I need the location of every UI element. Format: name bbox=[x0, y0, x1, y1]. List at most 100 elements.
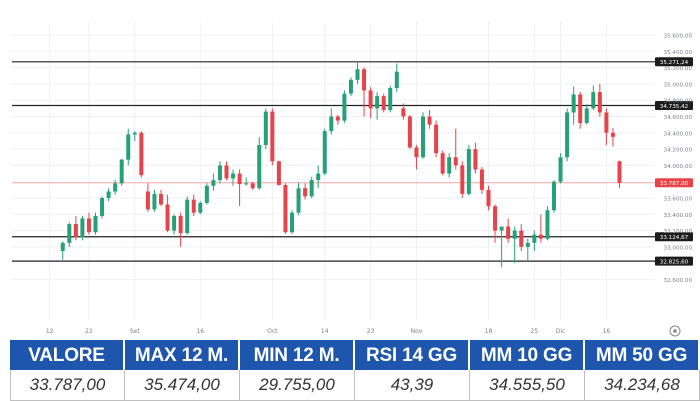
y-tick-label: 35.400,00 bbox=[664, 50, 693, 56]
candle-body bbox=[303, 188, 308, 197]
candle-body bbox=[322, 131, 327, 174]
candle-body bbox=[60, 242, 65, 251]
candle-body bbox=[211, 180, 216, 186]
candle-body bbox=[263, 111, 268, 146]
candle-body bbox=[414, 147, 419, 158]
level-price-label: 34.735,42 bbox=[660, 104, 688, 110]
candle-body bbox=[172, 215, 177, 231]
stat-header: MIN 12 M. bbox=[240, 340, 355, 370]
y-tick-label: 33.000,00 bbox=[664, 245, 693, 251]
y-tick-label: 34.000,00 bbox=[664, 164, 693, 170]
candle-body bbox=[237, 173, 242, 185]
candle-body bbox=[283, 184, 288, 233]
x-tick-label: 16 bbox=[603, 328, 611, 335]
candle-body bbox=[342, 93, 347, 121]
candle-body bbox=[145, 191, 150, 210]
candle-body bbox=[67, 224, 72, 243]
candle-body bbox=[159, 193, 163, 205]
candle-body bbox=[565, 112, 570, 158]
candle-body bbox=[447, 157, 452, 174]
candle-body bbox=[198, 202, 203, 213]
candle-body bbox=[571, 94, 576, 113]
stat-mm-50gg: MM 50 GG 34.234,68 bbox=[585, 340, 700, 401]
stat-header: MAX 12 M. bbox=[125, 340, 240, 370]
x-tick-label: 22 bbox=[85, 328, 93, 335]
level-price-label: 35.271,24 bbox=[660, 60, 689, 66]
candle-body bbox=[388, 87, 393, 110]
candle-body bbox=[348, 79, 353, 94]
candle-body bbox=[165, 204, 170, 231]
y-tick-label: 35.200,00 bbox=[664, 66, 693, 72]
stat-value: 29.755,00 bbox=[240, 370, 355, 401]
candle-body bbox=[250, 183, 255, 189]
candle-body bbox=[139, 132, 144, 176]
candle-body bbox=[610, 132, 615, 137]
x-tick-label: Oct bbox=[267, 328, 278, 335]
candle-body bbox=[100, 198, 105, 216]
candle-body bbox=[453, 157, 458, 166]
stat-rsi-14gg: RSI 14 GG 43,39 bbox=[355, 340, 470, 401]
stat-valore: VALORE 33.787,00 bbox=[10, 340, 125, 401]
candle-body bbox=[113, 183, 118, 192]
candle-body bbox=[296, 188, 301, 213]
y-axis: 35.600,00 35.400,00 35.200,00 35.000,00 34.8… bbox=[664, 34, 693, 285]
level-price-tag bbox=[655, 232, 693, 242]
candle-body bbox=[290, 212, 294, 233]
candle-body bbox=[224, 165, 229, 179]
stat-value: 34.555,50 bbox=[470, 370, 585, 401]
settings-eye-icon[interactable] bbox=[669, 325, 681, 337]
last-price-tag bbox=[655, 178, 693, 188]
stat-mm-10gg: MM 10 GG 34.555,50 bbox=[470, 340, 585, 401]
candle-body bbox=[545, 210, 550, 239]
candle-body bbox=[591, 92, 596, 109]
x-tick-label: Nov bbox=[411, 328, 423, 335]
candle-body bbox=[335, 116, 340, 121]
y-tick-label: 35.600,00 bbox=[664, 34, 693, 40]
stat-value: 35.474,00 bbox=[125, 370, 240, 401]
candle-body bbox=[270, 111, 275, 162]
candle-body bbox=[407, 116, 412, 148]
candle-body bbox=[499, 226, 504, 231]
level-price-tag bbox=[655, 57, 693, 67]
level-price-label: 33.124,67 bbox=[660, 235, 689, 241]
x-tick-label: 14 bbox=[321, 328, 329, 335]
candle-body bbox=[525, 242, 530, 247]
candle-body bbox=[185, 199, 190, 234]
candle-body bbox=[578, 94, 583, 124]
candle-body bbox=[329, 116, 334, 132]
candle-body bbox=[119, 159, 124, 184]
candle-body bbox=[132, 132, 137, 135]
candle-body bbox=[421, 116, 425, 158]
candle-body bbox=[276, 161, 281, 185]
y-tick-label: 34.800,00 bbox=[664, 99, 693, 105]
candle-body bbox=[466, 149, 471, 194]
candle-body bbox=[217, 165, 222, 181]
y-tick-label: 33.200,00 bbox=[664, 229, 693, 235]
stat-value: 34.234,68 bbox=[585, 370, 700, 401]
candle-body bbox=[368, 90, 373, 109]
candle-body bbox=[604, 112, 609, 133]
candle-body bbox=[152, 193, 157, 210]
x-axis: 12 22 Set 16 Oct 14 23 Nov 18 25 Dic 16 bbox=[46, 328, 611, 335]
candle-body bbox=[538, 234, 543, 239]
candle-body bbox=[86, 218, 91, 233]
candle-body bbox=[597, 92, 602, 113]
y-tick-label: 35.000,00 bbox=[664, 82, 693, 88]
x-tick-label: 18 bbox=[485, 328, 493, 335]
candle-body bbox=[362, 69, 367, 91]
candle-body bbox=[617, 161, 622, 183]
y-tick-label: 32.600,00 bbox=[664, 278, 693, 284]
candle-body bbox=[552, 181, 556, 211]
x-tick-label: Set bbox=[130, 328, 141, 335]
candle-body bbox=[191, 199, 196, 213]
candle-body bbox=[493, 206, 498, 231]
stat-min-12m: MIN 12 M. 29.755,00 bbox=[240, 340, 355, 401]
candle-body bbox=[532, 234, 537, 243]
candle-body bbox=[473, 149, 478, 170]
last-price-label: 33.787,00 bbox=[660, 181, 689, 187]
candle-body bbox=[479, 169, 484, 190]
candle-body bbox=[394, 71, 399, 88]
stat-header: MM 50 GG bbox=[585, 340, 700, 370]
candle-body bbox=[506, 226, 511, 239]
candle-body bbox=[401, 108, 406, 117]
